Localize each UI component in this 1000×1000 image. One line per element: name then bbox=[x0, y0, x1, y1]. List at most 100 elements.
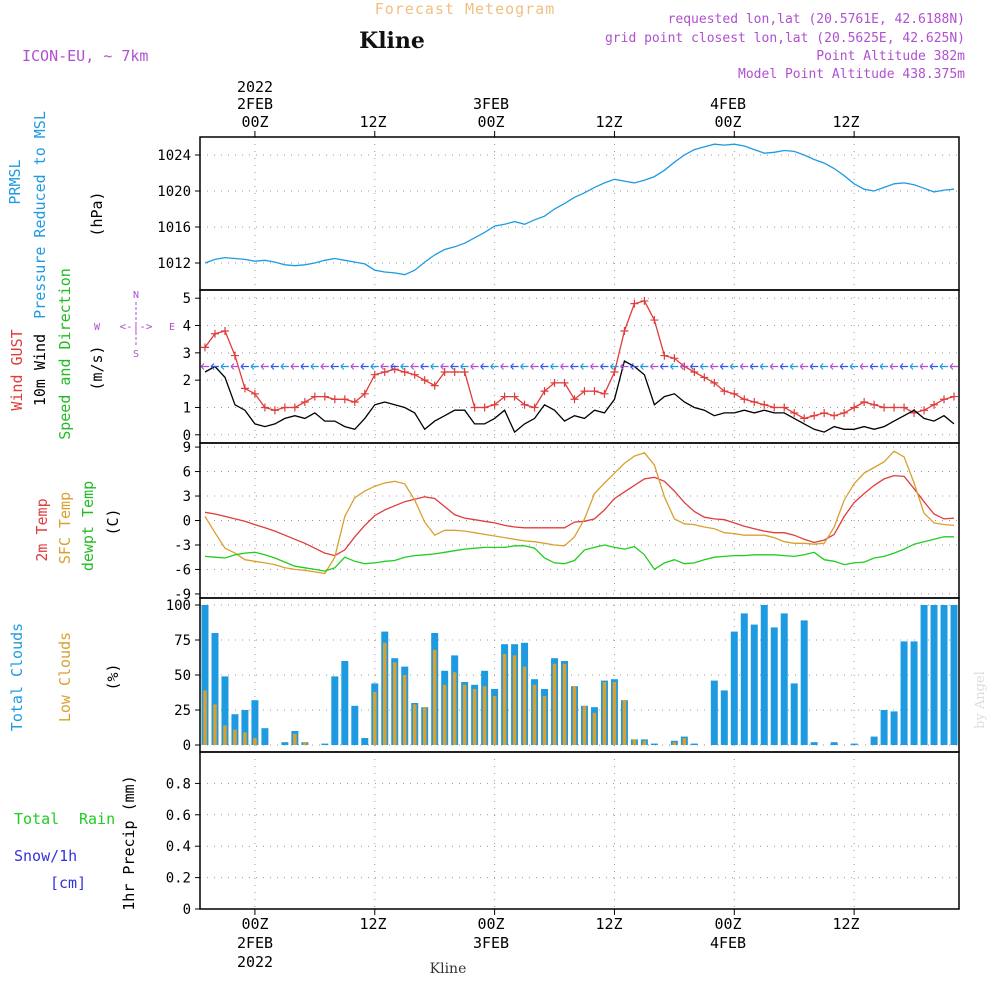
low-cloud-bar bbox=[512, 655, 517, 745]
low-cloud-bar bbox=[383, 642, 387, 745]
total-cloud-bar bbox=[710, 680, 718, 745]
total-cloud-bar bbox=[940, 605, 948, 745]
wind-direction-arrow bbox=[340, 363, 349, 370]
low-cloud-bar bbox=[373, 691, 377, 745]
total-cloud-bar bbox=[650, 743, 658, 745]
bottom-hour-label: 12Z bbox=[595, 915, 622, 933]
compass-rose: N S W E <-|-> bbox=[94, 290, 175, 360]
wind-direction-arrow bbox=[330, 363, 339, 370]
snow-label: Snow/1h bbox=[14, 847, 77, 865]
gust-marker bbox=[650, 316, 659, 325]
gust-marker bbox=[570, 395, 579, 404]
gust-marker bbox=[420, 376, 429, 385]
low-cloud-bar bbox=[422, 707, 427, 745]
wind-direction-arrow bbox=[929, 363, 939, 370]
gust-marker bbox=[760, 400, 769, 409]
wind-direction-arrow bbox=[699, 363, 709, 370]
gust-marker bbox=[300, 398, 309, 407]
low-cloud-bar bbox=[303, 742, 307, 745]
wind-direction-arrow bbox=[899, 363, 909, 370]
y-tick-label: 1024 bbox=[157, 148, 191, 164]
wind-direction-arrow bbox=[350, 363, 359, 370]
bottom-hour-label: 12Z bbox=[832, 915, 859, 933]
wind-direction-arrow bbox=[719, 363, 729, 370]
y-tick-label: 0 bbox=[183, 428, 191, 444]
gust-marker bbox=[530, 403, 539, 412]
gust-marker bbox=[220, 326, 229, 335]
bottom-date-label: 4FEB bbox=[710, 934, 746, 952]
compass-arrows-icon: <-|-> bbox=[119, 320, 152, 333]
wind-direction-arrow bbox=[250, 363, 259, 370]
y-tick-label: 0 bbox=[183, 902, 191, 918]
low-cloud-bar bbox=[223, 725, 227, 745]
gust-marker bbox=[560, 378, 569, 387]
y-tick-label: 1012 bbox=[157, 256, 191, 272]
wind-direction-arrow bbox=[869, 363, 879, 370]
top-hour-label: 00Z bbox=[714, 113, 741, 131]
y-tick-label: 50 bbox=[174, 668, 191, 684]
wind-direction-arrow bbox=[709, 363, 719, 370]
wind-direction-arrow bbox=[480, 363, 489, 370]
wind-direction-arrow bbox=[230, 363, 239, 370]
pressure-label: Pressure Reduced to MSL bbox=[31, 111, 49, 319]
wind-direction-arrow bbox=[260, 363, 269, 370]
total-rain-label-1: Total bbox=[14, 810, 59, 828]
gust-marker bbox=[590, 387, 599, 396]
gust-marker bbox=[250, 389, 259, 398]
total-cloud-bar bbox=[790, 683, 798, 745]
gust-marker bbox=[860, 398, 869, 407]
low-cloud-bar bbox=[462, 684, 467, 745]
gust-marker bbox=[620, 326, 629, 335]
gust-marker bbox=[840, 408, 849, 417]
gust-marker bbox=[670, 354, 679, 363]
bottom-year-label: 2022 bbox=[237, 953, 273, 971]
low-cloud-bar bbox=[392, 662, 397, 745]
y-tick-label: 0.8 bbox=[166, 776, 191, 792]
low-cloud-bar bbox=[562, 663, 567, 745]
gust-marker bbox=[320, 392, 329, 401]
gust-marker bbox=[710, 378, 719, 387]
compass-south: S bbox=[133, 349, 139, 360]
footer-location: Kline bbox=[430, 961, 467, 977]
dewpt-label: dewpt Temp bbox=[79, 481, 97, 571]
wind-unit: (m/s) bbox=[88, 345, 106, 390]
wind-direction-arrow bbox=[420, 363, 429, 370]
wind-direction-arrow bbox=[809, 363, 819, 370]
wind-direction-arrow bbox=[789, 363, 799, 370]
gust-marker bbox=[660, 351, 669, 360]
plot-area: 1012101610201024012345-9-6-3036902550751… bbox=[157, 131, 960, 918]
total-cloud-bar bbox=[880, 710, 888, 745]
gust-marker bbox=[920, 406, 929, 415]
gust-marker bbox=[380, 367, 389, 376]
gust-marker bbox=[280, 403, 289, 412]
gust-marker bbox=[230, 351, 239, 360]
gust-marker bbox=[370, 370, 379, 379]
compass-east: E bbox=[169, 322, 175, 333]
gust-marker bbox=[450, 367, 459, 376]
top-hour-label: 12Z bbox=[359, 113, 386, 131]
gust-marker bbox=[210, 329, 219, 338]
y-tick-label: 1016 bbox=[157, 220, 191, 236]
compass-west: W bbox=[94, 322, 101, 333]
bottom-hour-label: 00Z bbox=[477, 915, 504, 933]
wind-direction-arrow bbox=[240, 363, 249, 370]
gust-label: Wind GUST bbox=[8, 329, 26, 410]
y-tick-label: 0.4 bbox=[166, 839, 191, 855]
top-hour-label: 12Z bbox=[832, 113, 859, 131]
low-cloud-bar bbox=[582, 705, 587, 745]
panel-2: -9 -6 -3 0 3 6 9 bbox=[174, 440, 960, 603]
low-cloud-bar bbox=[432, 649, 437, 745]
wind-direction-arrow bbox=[460, 363, 469, 370]
y-tick-label: -6 bbox=[174, 562, 191, 578]
total-cloud-bar bbox=[900, 641, 908, 745]
gust-marker bbox=[490, 400, 499, 409]
wind-direction-arrow bbox=[659, 363, 669, 370]
pressure-unit: (hPa) bbox=[88, 191, 106, 236]
wind-direction-arrow bbox=[390, 363, 399, 370]
total-cloud-bar bbox=[211, 633, 219, 745]
total-clouds-label: Total Clouds bbox=[8, 623, 26, 731]
total-cloud-bar bbox=[261, 728, 269, 745]
wind-direction-arrow bbox=[729, 363, 739, 370]
gust-marker bbox=[830, 411, 839, 420]
